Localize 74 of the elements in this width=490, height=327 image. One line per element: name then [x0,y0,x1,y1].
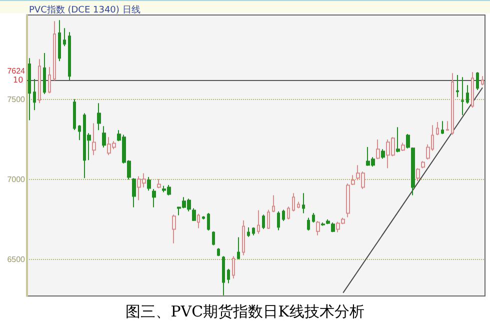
candlestick [411,147,415,196]
y-tick-label: 6500 [7,254,26,264]
candlestick [466,84,469,104]
candlestick [446,120,449,132]
candlestick [277,210,280,231]
candlestick [406,133,410,149]
candlestick [416,168,420,182]
candlestick [321,222,325,226]
candlestick [222,256,225,296]
candlestick [33,78,36,111]
candlestick [68,32,71,81]
text: 10 [13,76,24,84]
candlestick [456,74,459,98]
ref-line-label: 7624 [7,66,26,76]
candlestick [38,58,41,104]
candlestick [351,174,355,186]
candlestick [147,176,151,192]
candlestick [282,209,285,222]
candlestick [331,222,335,233]
candlestick [102,126,106,148]
candlestick [316,220,320,236]
candlestick [247,226,250,238]
candlestick [192,208,196,222]
text: 图三、PVC期货指数日K线技术分析 [126,302,364,320]
candlestick [346,182,350,218]
candlestick [207,212,210,232]
candlestick [451,72,454,136]
candlestick [212,230,215,246]
candlestick [312,212,315,224]
y-tick-label: 7500 [7,95,26,104]
candlestick [232,256,235,279]
candlestick [326,218,330,225]
candlestick [287,206,290,220]
candlestick [73,98,76,130]
candlestick [436,121,439,136]
candlestick [132,178,136,208]
candlestick [242,220,245,256]
candlestick [78,124,81,141]
candlestick [267,209,270,230]
candlestick [421,160,425,169]
candlestick [376,139,380,160]
candlestick [197,213,200,229]
candlestick [92,122,96,156]
candlestick [58,20,61,62]
candlestick [28,58,31,121]
candlestick [227,268,230,284]
candlestick [43,52,46,95]
candlestick [152,188,156,208]
candlestick [237,236,240,260]
candlestick [48,66,51,94]
candlestick [381,148,385,160]
candlestick [461,76,464,116]
candlestick [53,20,56,81]
candlestick [63,28,66,47]
candlestick [272,194,275,213]
candlestick [257,210,260,234]
candlestick [471,72,474,108]
candlestick [292,192,295,212]
chart-title: PVC指数 (DCE 1340) 日线 [29,4,140,16]
candlestick [217,248,220,257]
candlestick [252,226,255,236]
candlestick [302,192,305,214]
candlestick [307,217,310,232]
candlestick [97,102,101,131]
candlestick [262,214,265,230]
candlestick [297,201,300,209]
candlestick [476,72,479,91]
y-tick-label: 7000 [7,174,26,184]
candlestick [401,142,405,152]
candlestick [172,214,176,244]
candlestick [396,126,400,153]
candlestick [441,120,444,134]
candlestick [202,216,205,220]
candlestick [157,178,161,189]
